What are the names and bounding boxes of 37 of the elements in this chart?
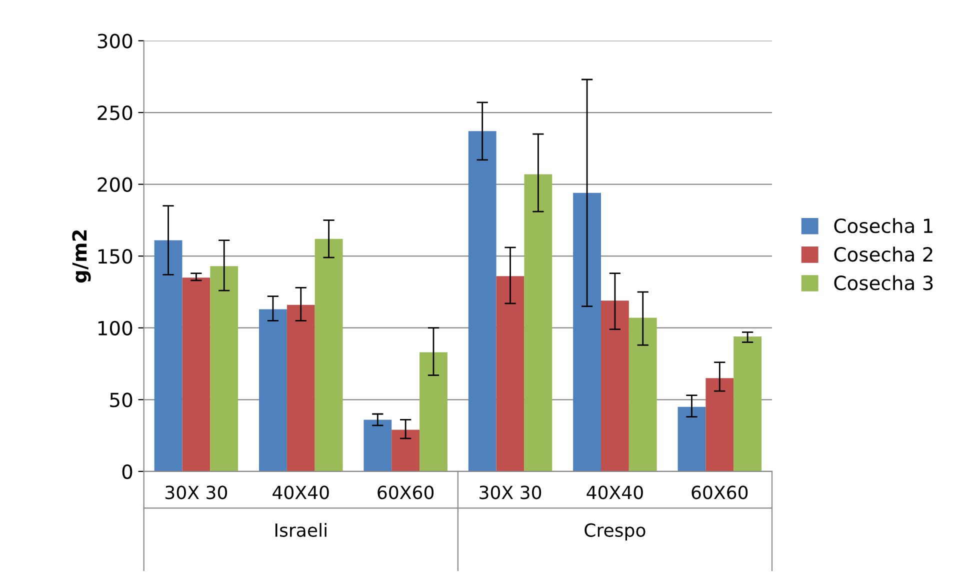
bar xyxy=(524,174,552,472)
x-tick-label: 60X60 xyxy=(692,486,748,500)
text: Israeli xyxy=(275,522,326,537)
y-tick-label: 300 xyxy=(98,34,132,48)
x-tick-label: 40X40 xyxy=(586,486,643,500)
bar xyxy=(154,240,182,472)
bar xyxy=(468,131,496,472)
bar xyxy=(496,276,524,472)
bar xyxy=(286,304,315,472)
bar xyxy=(392,430,420,472)
bar xyxy=(601,300,629,472)
y-tick-label: 150 xyxy=(98,249,132,264)
bar xyxy=(706,378,734,472)
y-tick-label: 250 xyxy=(98,105,132,120)
x-tick-label: 30X 30 xyxy=(166,486,228,500)
bar xyxy=(678,406,706,472)
bar xyxy=(420,352,448,472)
y-tick-label: 200 xyxy=(98,177,132,192)
bar xyxy=(314,238,343,472)
y-tick-label: 100 xyxy=(98,320,132,336)
bar xyxy=(259,309,287,472)
y-axis-title: g/m2 xyxy=(72,230,91,283)
y-tick-label: 50 xyxy=(110,392,132,408)
text: Crespo xyxy=(584,523,646,540)
bar xyxy=(734,336,762,472)
bar xyxy=(182,278,210,472)
x-tick-label: 40X40 xyxy=(272,486,329,500)
legend-label: Cosecha 2 xyxy=(834,246,932,262)
bar xyxy=(628,318,657,472)
legend-label: Cosecha 1 xyxy=(834,218,932,234)
x-tick-label: 30X 30 xyxy=(480,486,542,500)
x-tick-label: 60X60 xyxy=(378,486,434,500)
legend-label: Cosecha 3 xyxy=(834,275,933,290)
bar xyxy=(364,420,392,472)
bar xyxy=(210,266,238,472)
bar xyxy=(573,192,601,472)
y-tick-label: 0 xyxy=(122,464,132,480)
